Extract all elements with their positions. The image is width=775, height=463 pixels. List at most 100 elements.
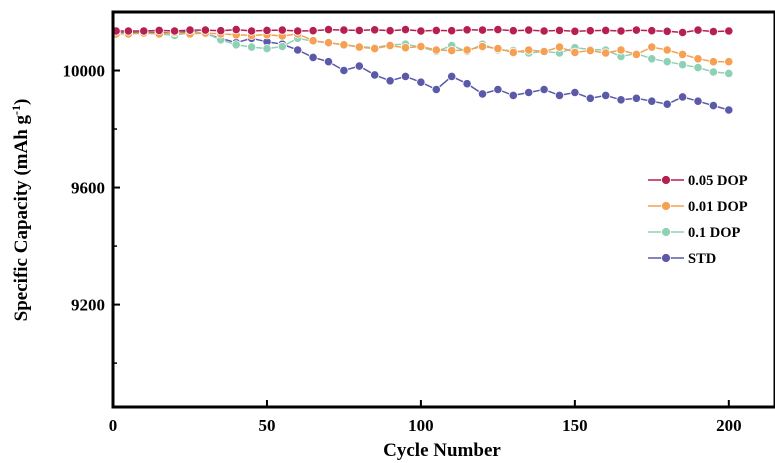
data-point xyxy=(601,90,611,101)
data-point xyxy=(585,93,595,103)
data-point xyxy=(323,25,334,35)
data-point xyxy=(647,26,657,36)
legend-item: 0.1 DOP xyxy=(648,225,741,241)
legend-item: 0.05 DOP xyxy=(648,173,748,189)
data-point xyxy=(616,45,626,55)
data-point xyxy=(724,26,734,36)
data-point xyxy=(293,26,303,36)
data-point xyxy=(400,43,411,53)
data-point xyxy=(493,43,503,54)
data-point xyxy=(524,87,534,98)
data-point xyxy=(631,49,642,60)
data-point xyxy=(524,25,534,35)
data-point xyxy=(662,45,672,55)
data-point xyxy=(339,25,349,35)
data-point xyxy=(708,67,719,77)
data-point xyxy=(554,90,565,101)
y-axis-title-superscript: -1 xyxy=(9,105,23,115)
data-point xyxy=(508,26,518,36)
data-point xyxy=(308,26,318,36)
data-point xyxy=(493,84,503,95)
legend-marker xyxy=(661,253,671,263)
y-axis-title-tail: ) xyxy=(11,99,32,105)
y-tick-label: 9600 xyxy=(71,179,105,198)
data-point xyxy=(631,93,642,103)
data-point xyxy=(385,26,395,36)
legend-marker xyxy=(661,175,671,185)
legend-item: 0.01 DOP xyxy=(648,199,748,215)
data-point xyxy=(616,26,626,36)
data-point xyxy=(508,90,518,101)
data-point xyxy=(693,25,703,35)
data-point xyxy=(431,45,441,55)
series-layer xyxy=(111,25,734,115)
data-point xyxy=(185,25,195,35)
data-point xyxy=(477,25,488,35)
data-point xyxy=(323,38,334,48)
data-point xyxy=(539,26,549,36)
legend-marker xyxy=(661,201,671,211)
data-point xyxy=(708,101,719,111)
data-point xyxy=(570,47,580,58)
data-point xyxy=(431,25,441,36)
data-point xyxy=(216,26,226,36)
y-tick-label: 10000 xyxy=(63,62,106,81)
data-point xyxy=(354,61,364,71)
data-point xyxy=(724,57,734,67)
data-point xyxy=(447,26,457,36)
data-point xyxy=(601,48,611,58)
legend-item: STD xyxy=(648,251,716,267)
data-point xyxy=(339,65,349,76)
data-point xyxy=(400,25,411,35)
data-point xyxy=(447,45,457,56)
y-axis-title-main: Specific Capacity (mAh g xyxy=(11,114,32,321)
data-point xyxy=(370,70,380,80)
data-point xyxy=(262,25,272,36)
data-point xyxy=(570,87,580,98)
legend-label: 0.05 DOP xyxy=(688,173,748,189)
x-tick-label: 0 xyxy=(109,416,118,435)
data-point xyxy=(462,45,472,55)
data-point xyxy=(631,25,642,35)
data-point xyxy=(354,42,364,52)
data-point xyxy=(247,42,257,52)
data-point xyxy=(477,41,488,52)
data-point xyxy=(677,60,688,70)
data-point xyxy=(677,27,688,38)
data-point xyxy=(601,25,611,36)
data-point xyxy=(647,54,657,64)
data-point xyxy=(385,40,395,51)
data-point xyxy=(662,26,672,36)
data-point xyxy=(677,49,688,60)
data-point xyxy=(277,25,287,35)
x-tick-label: 200 xyxy=(716,416,742,435)
legend-label: 0.01 DOP xyxy=(688,199,748,215)
data-point xyxy=(123,26,133,36)
data-point xyxy=(431,84,441,95)
data-point xyxy=(400,71,411,82)
data-point xyxy=(724,68,734,79)
data-point xyxy=(262,43,272,54)
x-axis-title: Cycle Number xyxy=(383,440,501,461)
data-point xyxy=(662,57,672,67)
data-point xyxy=(247,26,257,36)
ticks-layer: 0 50 100 150 200 9200 9600 10000 xyxy=(63,11,742,435)
data-point xyxy=(293,45,303,55)
legend-label: 0.1 DOP xyxy=(688,225,741,241)
data-point xyxy=(462,25,472,35)
data-point xyxy=(493,25,503,35)
data-point xyxy=(508,47,518,58)
data-point xyxy=(539,46,549,57)
data-point xyxy=(647,96,657,106)
data-point xyxy=(231,25,241,35)
data-point xyxy=(370,43,380,54)
data-point xyxy=(708,57,719,67)
data-point xyxy=(554,42,565,52)
data-point xyxy=(416,77,426,87)
data-point xyxy=(585,45,595,56)
x-tick-label: 150 xyxy=(562,416,588,435)
x-tick-label: 50 xyxy=(258,416,275,435)
data-point xyxy=(231,40,241,50)
data-point xyxy=(416,26,426,36)
data-point xyxy=(647,42,657,52)
